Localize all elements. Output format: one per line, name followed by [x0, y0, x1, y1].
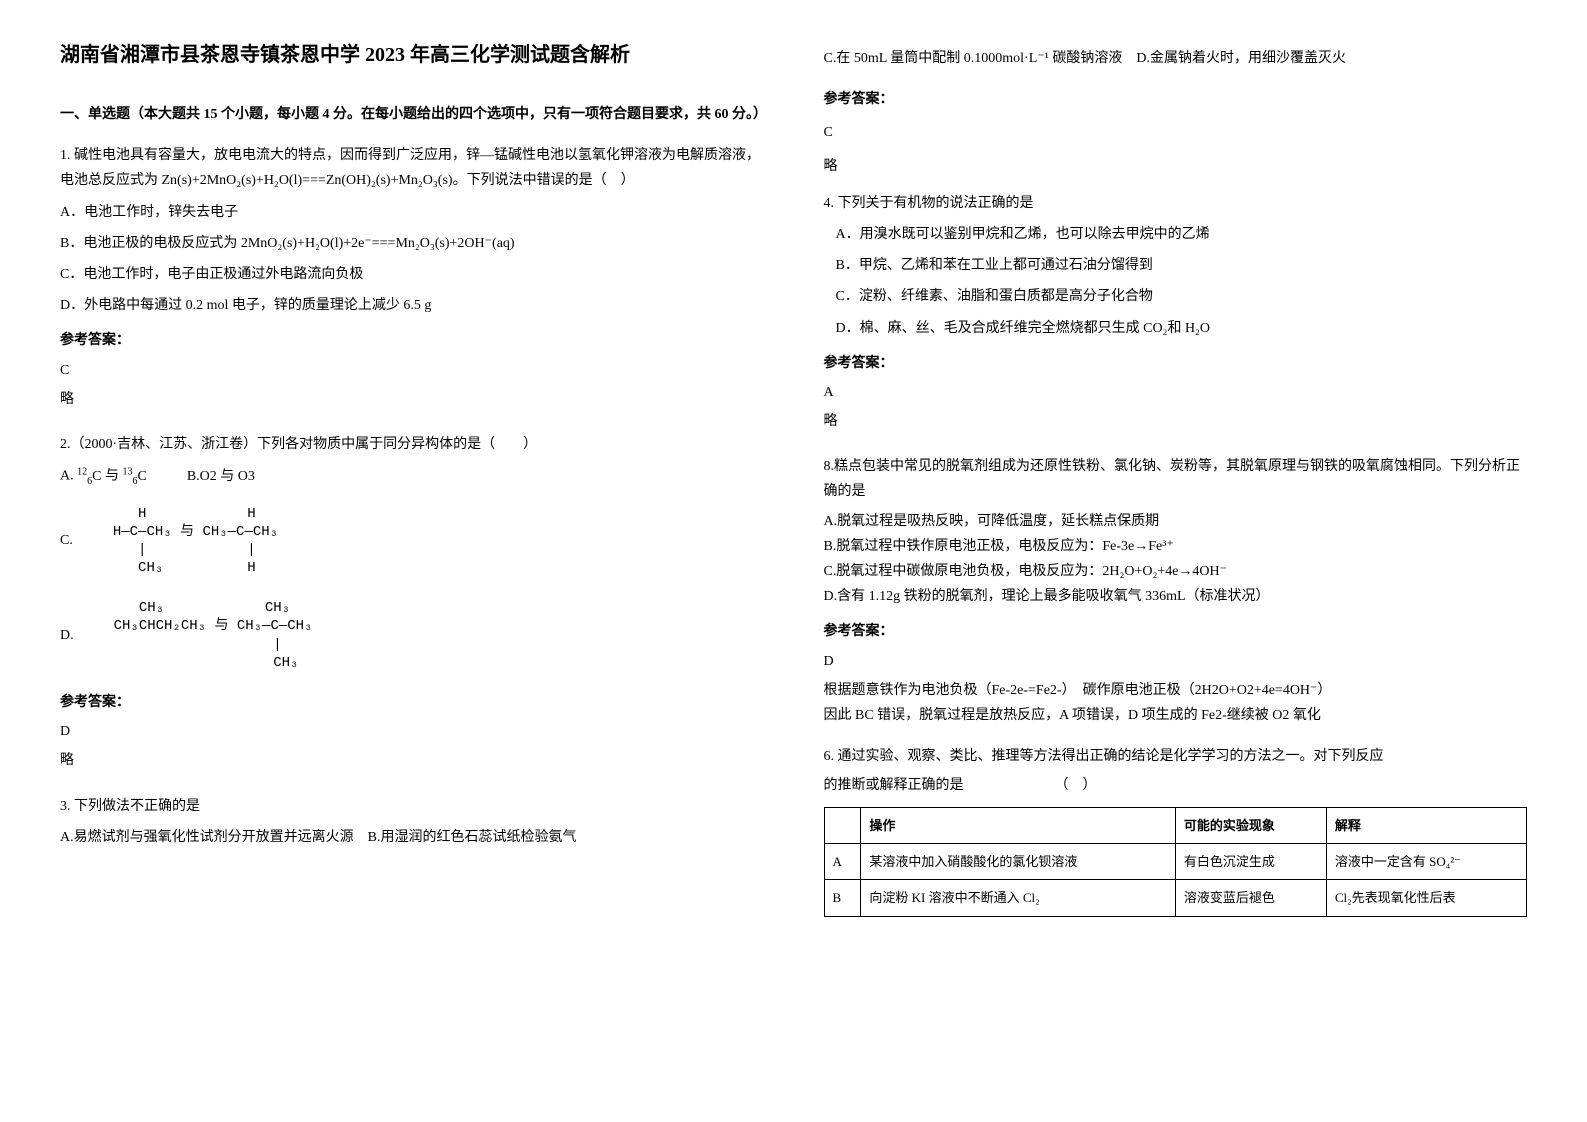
- q2-opt-b: B.O2 与 O3: [187, 464, 255, 489]
- cell-a-label: A: [824, 843, 861, 879]
- question-2: 2.（2000·吉林、江苏、浙江卷）下列各对物质中属于同分异构体的是（ ） A.…: [60, 432, 764, 778]
- q2-answer: D: [60, 719, 764, 744]
- q4-opt-d: D．棉、麻、丝、毛及合成纤维完全燃烧都只生成 CO₂和 H₂O: [824, 316, 1528, 341]
- q2-opt-d-row: D. CH₃ CH₃ CH₃CHCH₂CH₃ 与 CH₃—C—CH₃ | CH₃: [60, 591, 764, 680]
- q1-opt-d: D．外电路中每通过 0.2 mol 电子，锌的质量理论上减少 6.5 g: [60, 293, 764, 318]
- question-4: 4. 下列关于有机物的说法正确的是 A．用溴水既可以鉴别甲烷和乙烯，也可以除去甲…: [824, 191, 1528, 439]
- isotope-c12: 126C: [77, 469, 101, 484]
- q8-opt-a: A.脱氧过程是吸热反映，可降低温度，延长糕点保质期: [824, 509, 1528, 534]
- q8-opt-d: D.含有 1.12g 铁粉的脱氧剂，理论上最多能吸收氧气 336mL（标准状况）: [824, 584, 1528, 609]
- cell-b-phen: 溶液变蓝后褪色: [1175, 880, 1326, 916]
- q4-opt-a: A．用溴水既可以鉴别甲烷和乙烯，也可以除去甲烷中的乙烯: [824, 222, 1528, 247]
- q8-explain1: 根据题意铁作为电池负极（Fe-2e-=Fe2-） 碳作原电池正极（2H2O+O2…: [824, 678, 1528, 703]
- q4-answer-label: 参考答案：: [824, 351, 1528, 376]
- q1-opt-a: A．电池工作时，锌失去电子: [60, 200, 764, 225]
- cell-b-label: B: [824, 880, 861, 916]
- q3-answer: C: [824, 120, 1528, 145]
- q8-opt-c: C.脱氧过程中碳做原电池负极，电极反应为：2H₂O+O₂+4e→4OH⁻: [824, 559, 1528, 584]
- table-header-row: 操作 可能的实验现象 解释: [824, 807, 1527, 843]
- table-row: A 某溶液中加入硝酸酸化的氯化钡溶液 有白色沉淀生成 溶液中一定含有 SO₄²⁻: [824, 843, 1527, 879]
- q1-brief: 略: [60, 387, 764, 412]
- cell-a-op: 某溶液中加入硝酸酸化的氯化钡溶液: [861, 843, 1176, 879]
- q2-brief: 略: [60, 748, 764, 773]
- q1-opt-c: C．电池工作时，电子由正极通过外电路流向负极: [60, 262, 764, 287]
- cell-a-phen: 有白色沉淀生成: [1175, 843, 1326, 879]
- right-column: C.在 50mL 量筒中配制 0.1000mol·L⁻¹ 碳酸钠溶液 D.金属钠…: [824, 40, 1528, 1082]
- question-8: 8.糕点包装中常见的脱氧剂组成为还原性铁粉、氯化钠、炭粉等，其脱氧原理与钢铁的吸…: [824, 454, 1528, 728]
- table-row: B 向淀粉 KI 溶液中不断通入 Cl₂ 溶液变蓝后褪色 Cl₂先表现氧化性后表: [824, 880, 1527, 916]
- q6-table: 操作 可能的实验现象 解释 A 某溶液中加入硝酸酸化的氯化钡溶液 有白色沉淀生成…: [824, 807, 1528, 917]
- q6-text1: 6. 通过实验、观察、类比、推理等方法得出正确的结论是化学学习的方法之一。对下列…: [824, 744, 1528, 769]
- question-3: 3. 下列做法不正确的是 A.易燃试剂与强氧化性试剂分开放置并远离火源 B.用湿…: [60, 794, 764, 856]
- q8-answer: D: [824, 649, 1528, 674]
- cell-b-op: 向淀粉 KI 溶液中不断通入 Cl₂: [861, 880, 1176, 916]
- th-operation: 操作: [861, 807, 1176, 843]
- q3-opts-cd: C.在 50mL 量筒中配制 0.1000mol·L⁻¹ 碳酸钠溶液 D.金属钠…: [824, 46, 1528, 71]
- q2-opt-d-pre: D.: [60, 623, 74, 648]
- q3-text: 3. 下列做法不正确的是: [60, 794, 764, 819]
- q2-opt-a: A. 126C 与 136C: [60, 463, 147, 490]
- q2-structure-c: H H H—C—CH₃ 与 CH₃—C—CH₃ | | CH₃ H: [113, 505, 278, 578]
- cell-b-expl: Cl₂先表现氧化性后表: [1326, 880, 1526, 916]
- q1-opt-b: B．电池正极的电极反应式为 2MnO₂(s)+H₂O(l)+2e⁻===Mn₂O…: [60, 231, 764, 256]
- q1-answer: C: [60, 358, 764, 383]
- left-column: 湖南省湘潭市县茶恩寺镇茶恩中学 2023 年高三化学测试题含解析 一、单选题（本…: [60, 40, 764, 1082]
- q6-text2: 的推断或解释正确的是 （ ）: [824, 773, 1528, 798]
- q2-opt-c-row: C. H H H—C—CH₃ 与 CH₃—C—CH₃ | | CH₃ H: [60, 497, 764, 586]
- q4-answer: A: [824, 380, 1528, 405]
- q2-opts-ab: A. 126C 与 136C B.O2 与 O3: [60, 463, 764, 490]
- q8-text: 8.糕点包装中常见的脱氧剂组成为还原性铁粉、氯化钠、炭粉等，其脱氧原理与钢铁的吸…: [824, 454, 1528, 504]
- question-6: 6. 通过实验、观察、类比、推理等方法得出正确的结论是化学学习的方法之一。对下列…: [824, 744, 1528, 917]
- q8-explain2: 因此 BC 错误，脱氧过程是放热反应，A 项错误，D 项生成的 Fe2-继续被 …: [824, 703, 1528, 728]
- q1-text: 1. 碱性电池具有容量大，放电电流大的特点，因而得到广泛应用，锌—锰碱性电池以氢…: [60, 143, 764, 193]
- q4-text: 4. 下列关于有机物的说法正确的是: [824, 191, 1528, 216]
- q2-text: 2.（2000·吉林、江苏、浙江卷）下列各对物质中属于同分异构体的是（ ）: [60, 432, 764, 457]
- q4-opt-b: B．甲烷、乙烯和苯在工业上都可通过石油分馏得到: [824, 253, 1528, 278]
- q2-opt-c-pre: C.: [60, 528, 73, 553]
- q2-structure-d: CH₃ CH₃ CH₃CHCH₂CH₃ 与 CH₃—C—CH₃ | CH₃: [114, 599, 313, 672]
- q3-brief: 略: [824, 154, 1528, 179]
- q1-answer-label: 参考答案：: [60, 328, 764, 353]
- q8-answer-label: 参考答案：: [824, 619, 1528, 644]
- th-phenomenon: 可能的实验现象: [1175, 807, 1326, 843]
- q3-opts-ab: A.易燃试剂与强氧化性试剂分开放置并远离火源 B.用湿润的红色石蕊试纸检验氨气: [60, 825, 764, 850]
- q8-opt-b: B.脱氧过程中铁作原电池正极，电极反应为：Fe-3e→Fe³⁺: [824, 534, 1528, 559]
- q4-opt-c: C．淀粉、纤维素、油脂和蛋白质都是高分子化合物: [824, 284, 1528, 309]
- th-blank: [824, 807, 861, 843]
- th-explanation: 解释: [1326, 807, 1526, 843]
- q3-answer-label: 参考答案：: [824, 87, 1528, 112]
- q2-answer-label: 参考答案：: [60, 690, 764, 715]
- section-header: 一、单选题（本大题共 15 个小题，每小题 4 分。在每小题给出的四个选项中，只…: [60, 102, 764, 127]
- cell-a-expl: 溶液中一定含有 SO₄²⁻: [1326, 843, 1526, 879]
- question-1: 1. 碱性电池具有容量大，放电电流大的特点，因而得到广泛应用，锌—锰碱性电池以氢…: [60, 143, 764, 416]
- document-title: 湖南省湘潭市县茶恩寺镇茶恩中学 2023 年高三化学测试题含解析: [60, 40, 764, 70]
- isotope-c13: 136C: [122, 469, 146, 484]
- q4-brief: 略: [824, 409, 1528, 434]
